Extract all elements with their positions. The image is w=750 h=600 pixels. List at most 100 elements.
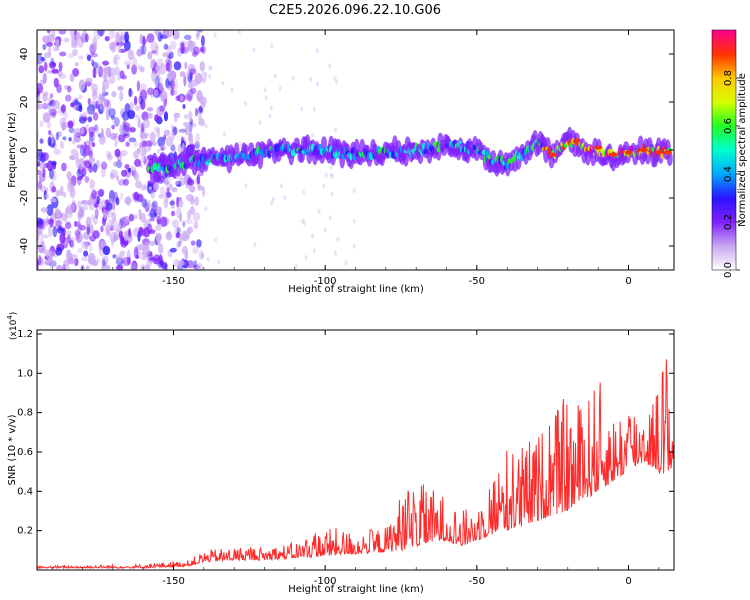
spectrogram-cell bbox=[101, 259, 106, 267]
spectrogram-cell bbox=[77, 200, 82, 209]
spectrogram-cell bbox=[62, 136, 67, 141]
spectrogram-cell bbox=[329, 165, 333, 171]
spectrogram-cell bbox=[170, 210, 176, 217]
spectrogram-cell bbox=[42, 102, 49, 110]
spectrogram-cell bbox=[217, 259, 221, 265]
spectrogram-cell bbox=[204, 206, 208, 212]
spectrogram-cell bbox=[65, 205, 73, 215]
spectrogram-cell bbox=[65, 222, 72, 230]
spectrogram-cell bbox=[92, 61, 99, 70]
spectrogram-cell bbox=[119, 91, 124, 102]
spectrogram-cell bbox=[67, 236, 76, 242]
spectrogram-cell bbox=[53, 148, 62, 155]
snr-y-axis: 0.2 0.4 0.6 0.8 1.0 1.2 bbox=[17, 329, 674, 537]
spectrogram-cell bbox=[84, 33, 89, 43]
spectrogram-cell bbox=[138, 95, 143, 105]
spectrogram-cell bbox=[89, 224, 94, 235]
spectrogram-y-tick-label: -40 bbox=[19, 238, 30, 254]
spectrogram-cell bbox=[128, 227, 132, 238]
spectrogram-cell bbox=[178, 199, 184, 208]
spectrogram-cell bbox=[104, 36, 110, 42]
spectrogram-cell bbox=[187, 209, 192, 221]
spectrogram-cell bbox=[159, 216, 168, 228]
spectrogram-peak bbox=[663, 150, 672, 155]
spectrogram-cell bbox=[78, 105, 83, 113]
spectrogram-cell bbox=[173, 90, 179, 95]
spectrogram-cell bbox=[117, 76, 121, 81]
spectrogram-cell bbox=[87, 116, 93, 123]
spectrogram-cell bbox=[300, 106, 304, 112]
spectrogram-cell bbox=[73, 127, 82, 137]
spectrogram-cell bbox=[187, 39, 194, 52]
spectrogram-cell bbox=[321, 136, 327, 150]
spectrogram-cell bbox=[109, 231, 118, 243]
spectrogram-y-tick-label: 20 bbox=[19, 96, 30, 109]
spectrogram-cell bbox=[37, 217, 43, 226]
spectrogram-peak bbox=[639, 148, 648, 152]
spectrogram-cell bbox=[323, 227, 327, 233]
snr-multiplier-close: ) bbox=[9, 312, 19, 316]
spectrogram-cell bbox=[244, 100, 247, 106]
spectrogram-cell bbox=[128, 213, 135, 222]
spectrogram-cell bbox=[330, 191, 334, 197]
snr-y-tick-label: 1.0 bbox=[17, 368, 33, 379]
spectrogram-cell bbox=[49, 218, 54, 228]
spectrogram-cell bbox=[61, 162, 67, 172]
spectrogram-cell bbox=[204, 71, 208, 77]
spectrogram-cell bbox=[87, 141, 94, 146]
spectrogram-cell bbox=[120, 150, 128, 157]
spectrogram-cell bbox=[67, 257, 73, 265]
spectrogram-cell bbox=[156, 149, 161, 154]
spectrogram-cell bbox=[63, 259, 70, 267]
spectrogram-cell bbox=[78, 94, 83, 100]
svg-text:(x104): (x104) bbox=[6, 312, 19, 340]
spectrogram-cell bbox=[134, 214, 138, 220]
spectrogram-cell bbox=[119, 35, 125, 40]
spectrogram-cell bbox=[102, 60, 110, 66]
spectrogram-cell bbox=[71, 34, 78, 47]
spectrogram-cell bbox=[144, 241, 150, 250]
spectrogram-cell bbox=[268, 113, 272, 119]
spectrogram-cell bbox=[55, 189, 61, 197]
spectrogram-cell bbox=[151, 49, 157, 54]
spectrogram-cell bbox=[78, 158, 86, 170]
spectrogram-cell bbox=[199, 61, 205, 72]
spectrogram-cell bbox=[37, 98, 41, 103]
spectrogram-cell bbox=[195, 132, 200, 145]
spectrogram-cell bbox=[176, 207, 182, 219]
spectrogram-cell bbox=[160, 261, 168, 270]
spectrogram-cell bbox=[44, 61, 48, 72]
spectrogram-cell bbox=[59, 117, 66, 128]
spectrogram-cell bbox=[151, 58, 156, 66]
spectrogram-cell bbox=[130, 262, 137, 270]
spectrogram-cell bbox=[105, 224, 110, 233]
spectrogram-cell bbox=[117, 43, 122, 54]
spectrogram-cell bbox=[142, 256, 147, 261]
spectrogram-cell bbox=[106, 202, 113, 211]
spectrogram-cell bbox=[329, 172, 333, 178]
colorbar-tick-label: 0.4 bbox=[723, 166, 734, 182]
spectrogram-cell bbox=[116, 160, 123, 169]
spectrogram-cell bbox=[159, 34, 168, 40]
spectrogram-cell bbox=[46, 30, 51, 34]
spectrogram-cell bbox=[195, 31, 200, 38]
spectrogram-cell bbox=[136, 80, 140, 92]
spectrogram-cell bbox=[38, 65, 45, 74]
spectrogram-cell bbox=[109, 132, 117, 140]
spectrogram-cell bbox=[139, 66, 145, 73]
spectrogram-cell bbox=[72, 48, 78, 57]
spectrogram-cell bbox=[133, 169, 137, 180]
spectrogram-cell bbox=[193, 260, 198, 269]
spectrogram-cell bbox=[78, 224, 87, 231]
spectrogram-cell bbox=[102, 255, 109, 265]
spectrogram-cell bbox=[184, 34, 192, 40]
spectrogram-cell bbox=[316, 81, 320, 87]
spectrogram-cell bbox=[194, 107, 199, 117]
spectrogram-cell bbox=[68, 127, 75, 134]
spectrogram-cell bbox=[294, 264, 298, 269]
spectrogram-cell bbox=[195, 267, 202, 270]
snr-y-tick-label: 0.4 bbox=[17, 486, 33, 497]
spectrogram-cell bbox=[204, 123, 208, 129]
spectrogram-cell bbox=[89, 179, 95, 190]
